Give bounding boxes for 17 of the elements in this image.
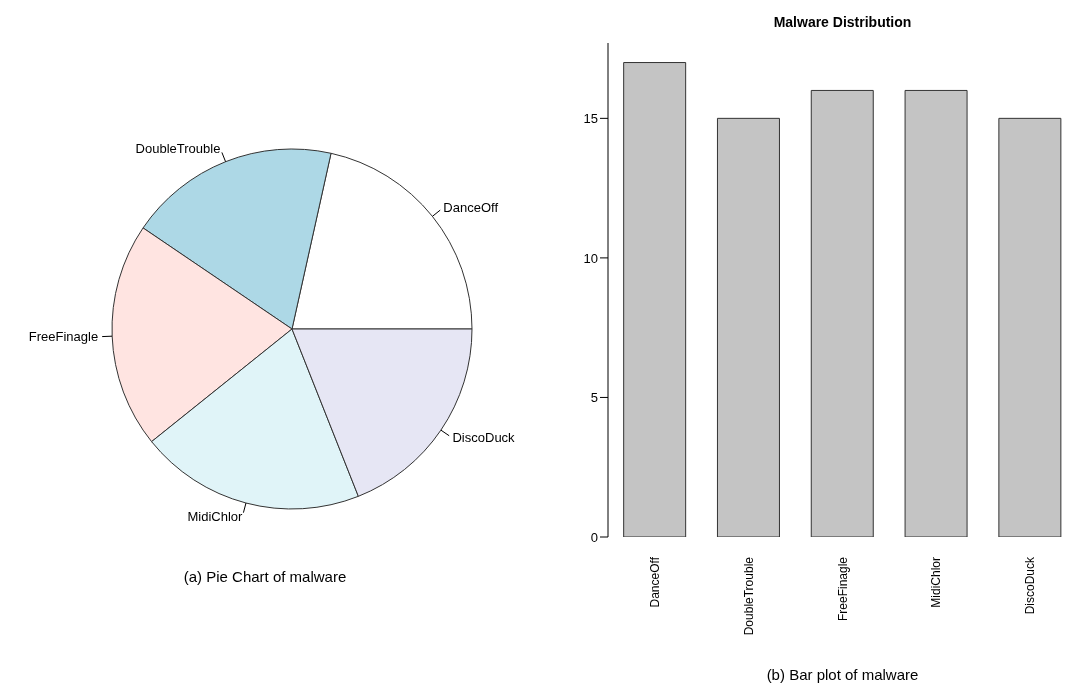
- y-tick-label: 10: [583, 250, 598, 266]
- x-tick-label: DoubleTrouble: [741, 556, 756, 636]
- y-tick-label: 0: [590, 529, 598, 545]
- slice-label: DoubleTrouble: [135, 141, 221, 157]
- slice-label: DanceOff: [443, 200, 499, 216]
- x-tick-label: DanceOff: [647, 556, 662, 608]
- text: (b) Bar plot of malware: [765, 666, 920, 683]
- x-tick-label: DiscoDuck: [1023, 556, 1038, 615]
- y-tick-label: 5: [590, 390, 598, 406]
- x-tick-label: FreeFinagle: [835, 556, 850, 622]
- text: (a) Pie Chart of malware: [182, 568, 348, 585]
- chart-title: Malware Distribution: [772, 14, 913, 30]
- slice-label: DiscoDuck: [452, 430, 516, 446]
- y-tick-label: 15: [583, 110, 598, 126]
- slice-label: MidiChlor: [187, 509, 244, 525]
- slice-label: FreeFinagle: [28, 329, 99, 345]
- x-tick-label: MidiChlor: [929, 557, 944, 608]
